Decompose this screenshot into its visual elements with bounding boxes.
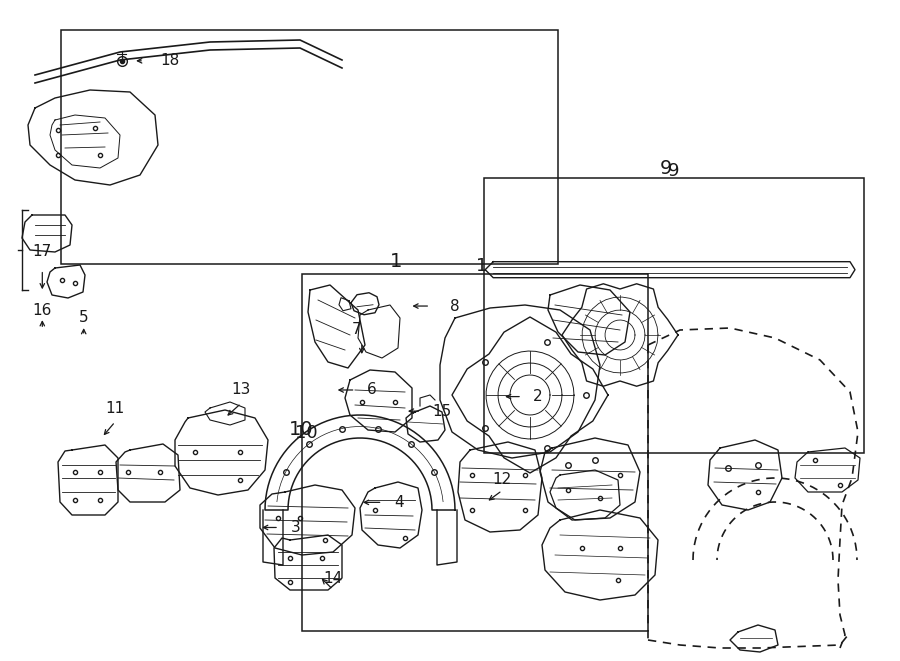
Bar [302, 274, 648, 631]
Text: 12: 12 [492, 472, 512, 486]
Text: 15: 15 [432, 404, 451, 418]
Text: 11: 11 [105, 401, 125, 416]
Text: 14: 14 [323, 571, 343, 586]
Text: 16: 16 [32, 303, 52, 318]
Text: 6: 6 [367, 383, 377, 397]
Text: 13: 13 [231, 383, 251, 397]
Text: 1: 1 [476, 257, 487, 276]
Text: 3: 3 [291, 520, 301, 535]
Bar [61, 30, 558, 264]
Text: 10: 10 [289, 420, 314, 439]
Text: 10: 10 [294, 424, 318, 442]
Text: 9: 9 [668, 161, 679, 180]
Text: 18: 18 [160, 54, 179, 68]
Text: 4: 4 [394, 495, 404, 510]
Text: 17: 17 [32, 244, 52, 258]
Bar [484, 178, 864, 453]
Text: 1: 1 [390, 252, 402, 270]
Text: 2: 2 [533, 389, 543, 404]
Text: 8: 8 [450, 299, 460, 313]
Text: 7: 7 [352, 322, 362, 336]
Text: 5: 5 [79, 310, 88, 325]
Text: 9: 9 [660, 159, 672, 178]
